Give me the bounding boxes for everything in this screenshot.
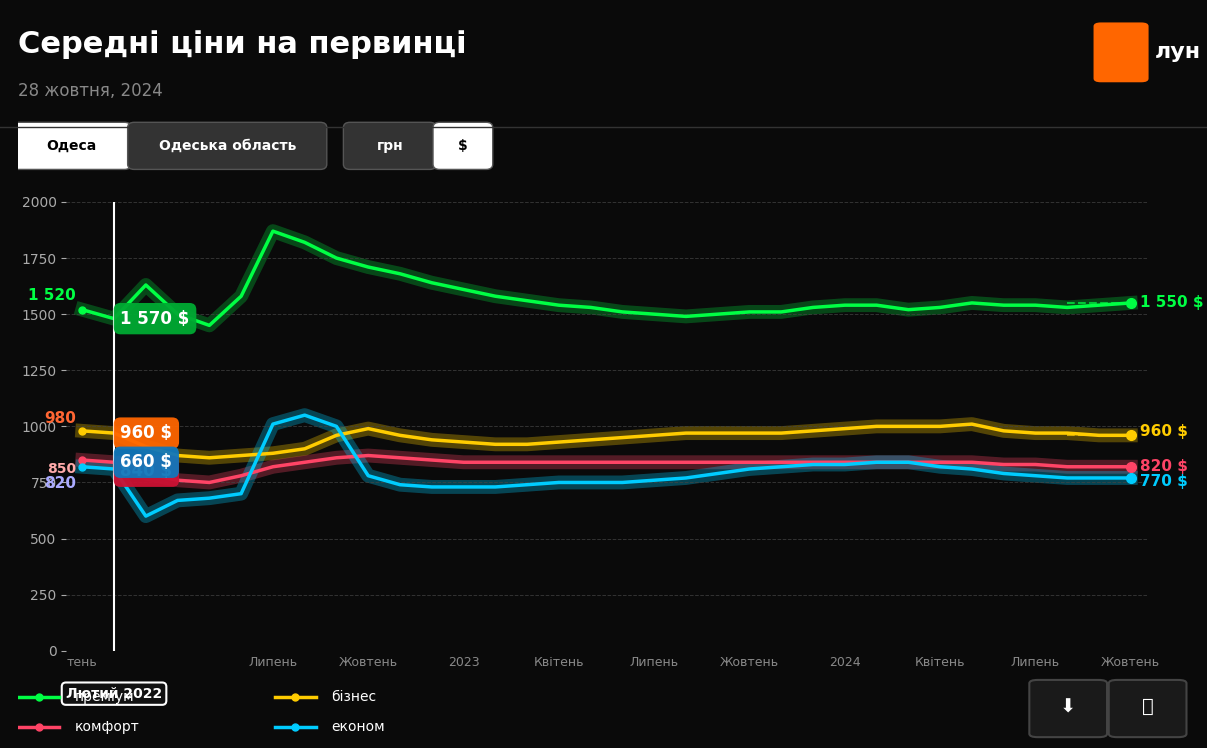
Text: $: $ xyxy=(457,139,468,153)
FancyBboxPatch shape xyxy=(1094,22,1149,82)
Text: 660 $: 660 $ xyxy=(121,453,173,471)
Text: бізнес: бізнес xyxy=(331,690,377,704)
Text: 1 550 $: 1 550 $ xyxy=(1141,295,1203,310)
Text: 🔗: 🔗 xyxy=(1142,697,1154,717)
Text: 960 $: 960 $ xyxy=(1141,424,1188,440)
Text: ⬇: ⬇ xyxy=(1060,697,1077,717)
Text: 820 $: 820 $ xyxy=(1141,459,1188,474)
Text: 820: 820 xyxy=(43,476,76,491)
Text: 770 $: 770 $ xyxy=(1141,473,1188,489)
FancyBboxPatch shape xyxy=(1030,680,1107,738)
Text: Одеса: Одеса xyxy=(46,139,97,153)
Text: лун: лун xyxy=(1154,43,1201,62)
Text: 850: 850 xyxy=(47,462,76,476)
FancyBboxPatch shape xyxy=(12,123,130,169)
Text: 960 $: 960 $ xyxy=(121,424,173,442)
Text: 28 жовтня, 2024: 28 жовтня, 2024 xyxy=(18,82,163,100)
Text: 840 $: 840 $ xyxy=(121,462,173,480)
Text: комфорт: комфорт xyxy=(75,720,139,734)
Text: Лютий 2022: Лютий 2022 xyxy=(66,687,162,701)
Text: Середні ціни на первинці: Середні ціни на первинці xyxy=(18,30,467,59)
Text: грн: грн xyxy=(377,139,403,153)
Text: 980: 980 xyxy=(43,411,76,426)
FancyBboxPatch shape xyxy=(433,123,492,169)
Text: 1 520: 1 520 xyxy=(28,288,76,303)
Text: преміум: преміум xyxy=(75,690,134,704)
Text: 1 570 $: 1 570 $ xyxy=(121,310,189,328)
Text: Одеська область: Одеська область xyxy=(158,139,296,153)
Text: еконoм: еконoм xyxy=(331,720,385,734)
FancyBboxPatch shape xyxy=(344,123,437,169)
FancyBboxPatch shape xyxy=(1109,680,1186,738)
FancyBboxPatch shape xyxy=(128,123,327,169)
